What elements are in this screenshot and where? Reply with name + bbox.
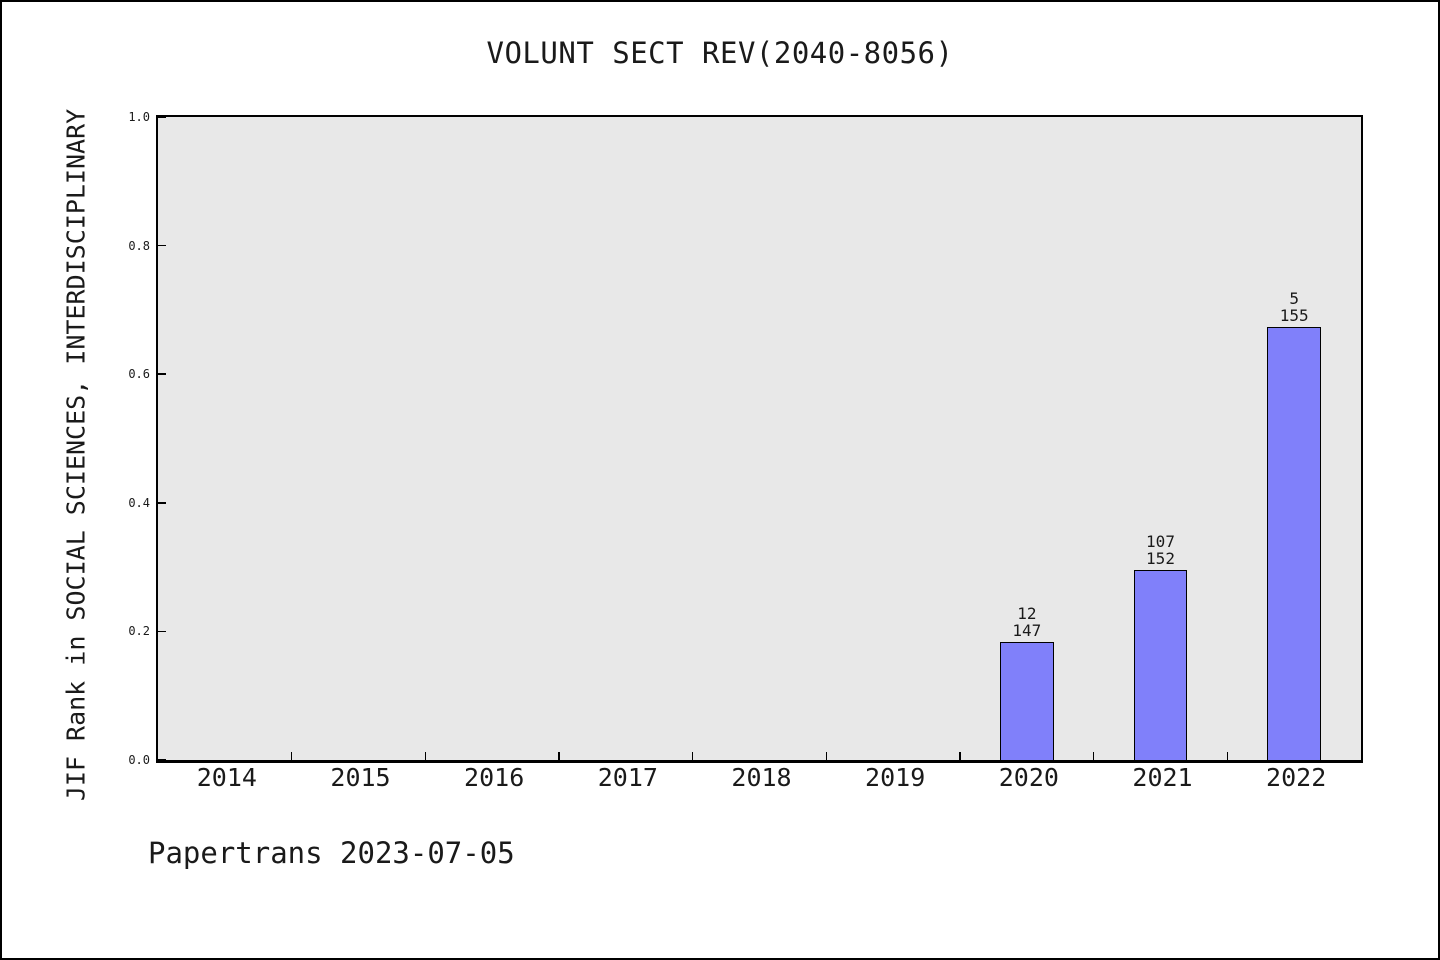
bar-2020 bbox=[1000, 641, 1054, 760]
x-tick-mark bbox=[290, 752, 293, 760]
bar-2022 bbox=[1267, 326, 1321, 760]
y-tick-label: 0.4 bbox=[128, 495, 150, 510]
x-tick-label-2020: 2020 bbox=[998, 763, 1059, 792]
x-tick-mark bbox=[424, 752, 427, 760]
x-tick-label-2018: 2018 bbox=[731, 763, 792, 792]
x-tick-mark bbox=[558, 752, 560, 760]
x-tick-label-2017: 2017 bbox=[597, 763, 658, 792]
y-tick-mark bbox=[158, 759, 166, 761]
y-tick-label: 0.6 bbox=[128, 367, 150, 382]
y-tick-mark bbox=[158, 244, 166, 247]
bar-value-label-2021: 107 152 bbox=[1146, 531, 1175, 568]
x-tick-label-2016: 2016 bbox=[464, 763, 525, 792]
plot-area: 12 147 107 152 5 155 bbox=[156, 115, 1363, 763]
x-tick-mark bbox=[1092, 752, 1095, 760]
footer-text: Papertrans 2023-07-05 bbox=[148, 836, 515, 870]
x-tick-mark bbox=[825, 752, 828, 760]
y-tick-mark bbox=[158, 502, 166, 504]
x-tick-label-2019: 2019 bbox=[865, 763, 926, 792]
y-tick-label: 0.0 bbox=[128, 753, 150, 767]
y-tick-mark bbox=[158, 116, 166, 118]
x-tick-mark bbox=[1226, 752, 1229, 760]
bar-value-label-2022: 5 155 bbox=[1279, 288, 1309, 325]
bar-2021 bbox=[1133, 569, 1188, 760]
chart-title: VOLUNT SECT REV(2040-8056) bbox=[486, 36, 954, 70]
x-tick-label-2022: 2022 bbox=[1266, 763, 1327, 792]
x-tick-label-2014: 2014 bbox=[196, 763, 257, 792]
x-tick-label-2015: 2015 bbox=[330, 763, 391, 792]
x-tick-mark bbox=[959, 752, 961, 760]
y-tick-label: 1.0 bbox=[128, 110, 150, 124]
y-axis-label: JIF Rank in SOCIAL SCIENCES, INTERDISCIP… bbox=[61, 108, 91, 802]
x-tick-mark bbox=[691, 752, 694, 760]
y-tick-mark bbox=[158, 373, 166, 375]
x-tick-label-2021: 2021 bbox=[1132, 763, 1193, 792]
y-tick-label: 0.2 bbox=[128, 624, 150, 639]
y-tick-mark bbox=[158, 630, 166, 633]
bar-value-label-2020: 12 147 bbox=[1012, 603, 1042, 640]
y-tick-label: 0.8 bbox=[128, 238, 150, 253]
